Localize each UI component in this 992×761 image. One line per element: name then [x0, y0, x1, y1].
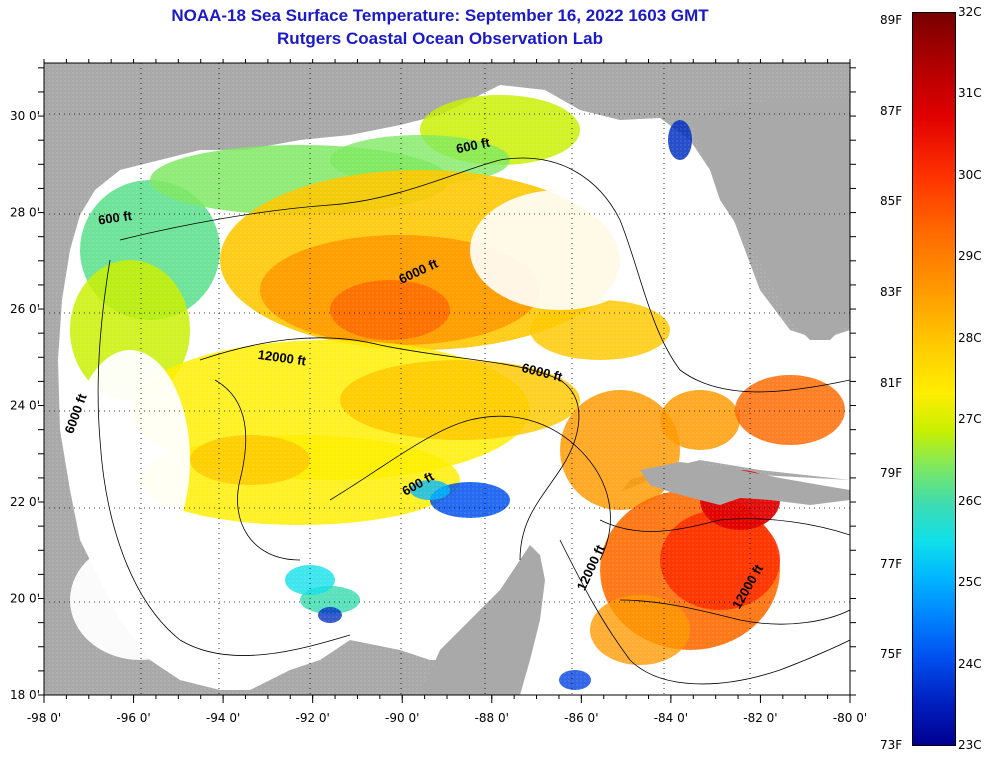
- depth-contours: [97, 157, 850, 685]
- colorbar-c-label: 32C: [958, 5, 982, 19]
- cloud-area: [470, 190, 650, 310]
- colorbar-f-label: 89F: [880, 13, 903, 27]
- colorbar-f-label: 77F: [880, 556, 903, 571]
- colorbar-f-label: 73F: [880, 738, 903, 752]
- colorbar-f-label: 81F: [880, 375, 903, 390]
- cloud-area: [70, 350, 190, 570]
- x-tick-label: -94 0': [206, 711, 240, 725]
- colorbar-c-label: 28C: [958, 330, 982, 345]
- colorbar-f-label: 87F: [880, 103, 903, 118]
- contour-label: 600 ft: [455, 134, 492, 156]
- y-tick-label: 20 0': [10, 592, 40, 606]
- map-title: NOAA-18 Sea Surface Temperature: Septemb…: [171, 6, 709, 25]
- colorbar-c-label: 23C: [958, 738, 982, 752]
- temperature-colorbar: [912, 12, 956, 746]
- florida-land: [690, 100, 850, 340]
- tick-marks: [38, 59, 856, 703]
- x-tick-label: -80 0': [833, 711, 867, 725]
- x-axis-labels: -98 0' -96 0' -94 0' -92 0' -90 0' -88 0' -86 …: [27, 711, 867, 725]
- colorbar-c-label: 27C: [958, 412, 982, 427]
- x-tick-label: -84 0': [654, 711, 688, 725]
- x-tick-label: -88 0': [475, 711, 509, 725]
- x-tick-label: -86 0': [564, 711, 598, 725]
- colorbar-c-label: 26C: [958, 493, 982, 508]
- colorbar-f-label: 75F: [880, 647, 903, 662]
- contour-label: 12000 ft: [257, 347, 308, 369]
- y-tick-label: 24 0': [10, 399, 40, 413]
- x-tick-label: -90 0': [385, 711, 419, 725]
- x-tick-label: -98 0': [27, 711, 61, 725]
- colorbar-c-label: 25C: [958, 575, 982, 590]
- y-axis-labels: 30 0' 28 0' 26 0' 24 0' 22 0' 20 0' 18 0': [10, 109, 40, 702]
- map-subtitle: Rutgers Coastal Ocean Observation Lab: [277, 29, 603, 48]
- cloud-area: [70, 540, 210, 660]
- colorbar-f-label: 79F: [880, 466, 903, 481]
- x-tick-label: -92 0': [295, 711, 329, 725]
- yucatan-land: [420, 545, 545, 695]
- x-tick-label: -96 0': [116, 711, 150, 725]
- colorbar-c-label: 31C: [958, 86, 982, 101]
- y-tick-label: 28 0': [10, 206, 40, 220]
- y-tick-label: 22 0': [10, 495, 40, 509]
- colorbar-f-label: 85F: [880, 194, 903, 209]
- colorbar-c-label: 29C: [958, 249, 982, 264]
- x-tick-label: -82 0': [743, 711, 777, 725]
- y-tick-label: 30 0': [10, 109, 40, 123]
- graticule: [44, 63, 850, 695]
- y-tick-label: 18 0': [10, 688, 40, 702]
- contour-label: 600 ft: [97, 208, 133, 228]
- colorbar-c-label: 30C: [958, 167, 982, 182]
- colorbar-f-label: 83F: [880, 284, 903, 299]
- y-tick-label: 26 0': [10, 302, 40, 316]
- colorbar-c-label: 24C: [958, 656, 982, 671]
- cuba-land: [640, 462, 850, 505]
